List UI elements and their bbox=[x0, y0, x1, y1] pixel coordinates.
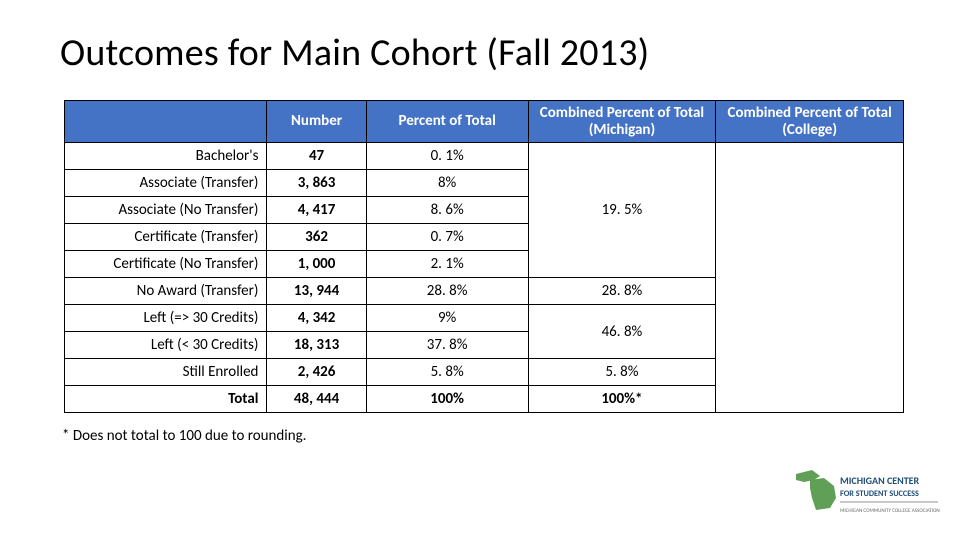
logo-subtext: MICHIGAN COMMUNITY COLLEGE ASSOCIATION bbox=[840, 508, 940, 514]
footnote: * Does not total to 100 due to rounding. bbox=[62, 427, 916, 445]
cell-combined-michigan: 100%* bbox=[528, 386, 716, 413]
row-label: Left (=> 30 Credits) bbox=[65, 305, 267, 332]
cell-pct: 0. 1% bbox=[366, 143, 528, 170]
cell-number: 4, 417 bbox=[267, 197, 366, 224]
row-label: Certificate (Transfer) bbox=[65, 224, 267, 251]
cell-number: 47 bbox=[267, 143, 366, 170]
header-blank bbox=[65, 101, 267, 143]
cell-combined-college bbox=[716, 143, 904, 413]
cell-number: 3, 863 bbox=[267, 170, 366, 197]
cell-number: 362 bbox=[267, 224, 366, 251]
cell-combined-michigan: 46. 8% bbox=[528, 305, 716, 359]
row-label: Total bbox=[65, 386, 267, 413]
row-label: Associate (No Transfer) bbox=[65, 197, 267, 224]
page-title: Outcomes for Main Cohort (Fall 2013) bbox=[60, 30, 916, 76]
cell-pct: 37. 8% bbox=[366, 332, 528, 359]
cell-combined-michigan: 19. 5% bbox=[528, 143, 716, 278]
cell-pct: 28. 8% bbox=[366, 278, 528, 305]
header-pct-total: Percent of Total bbox=[366, 101, 528, 143]
header-combined-college: Combined Percent of Total (College) bbox=[716, 101, 904, 143]
cell-pct: 8% bbox=[366, 170, 528, 197]
row-label: Still Enrolled bbox=[65, 359, 267, 386]
cell-number: 18, 313 bbox=[267, 332, 366, 359]
cell-combined-michigan: 5. 8% bbox=[528, 359, 716, 386]
row-label: Left (< 30 Credits) bbox=[65, 332, 267, 359]
row-label: No Award (Transfer) bbox=[65, 278, 267, 305]
cell-number: 13, 944 bbox=[267, 278, 366, 305]
logo-line1: MICHIGAN CENTER bbox=[840, 474, 920, 487]
table-row: Bachelor's470. 1%19. 5% bbox=[65, 143, 904, 170]
row-label: Certificate (No Transfer) bbox=[65, 251, 267, 278]
cell-pct: 100% bbox=[366, 386, 528, 413]
cell-number: 48, 444 bbox=[267, 386, 366, 413]
row-label: Associate (Transfer) bbox=[65, 170, 267, 197]
cell-combined-michigan: 28. 8% bbox=[528, 278, 716, 305]
cell-pct: 9% bbox=[366, 305, 528, 332]
cell-number: 4, 342 bbox=[267, 305, 366, 332]
mcss-logo: MICHIGAN CENTER FOR STUDENT SUCCESS MICH… bbox=[790, 468, 940, 526]
outcomes-table: Number Percent of Total Combined Percent… bbox=[64, 100, 904, 413]
logo-line2: FOR STUDENT SUCCESS bbox=[840, 489, 919, 499]
table-header-row: Number Percent of Total Combined Percent… bbox=[65, 101, 904, 143]
cell-pct: 5. 8% bbox=[366, 359, 528, 386]
michigan-shape-icon bbox=[796, 470, 836, 510]
cell-pct: 0. 7% bbox=[366, 224, 528, 251]
cell-pct: 8. 6% bbox=[366, 197, 528, 224]
cell-pct: 2. 1% bbox=[366, 251, 528, 278]
cell-number: 1, 000 bbox=[267, 251, 366, 278]
header-combined-michigan: Combined Percent of Total (Michigan) bbox=[528, 101, 716, 143]
cell-number: 2, 426 bbox=[267, 359, 366, 386]
row-label: Bachelor's bbox=[65, 143, 267, 170]
header-number: Number bbox=[267, 101, 366, 143]
